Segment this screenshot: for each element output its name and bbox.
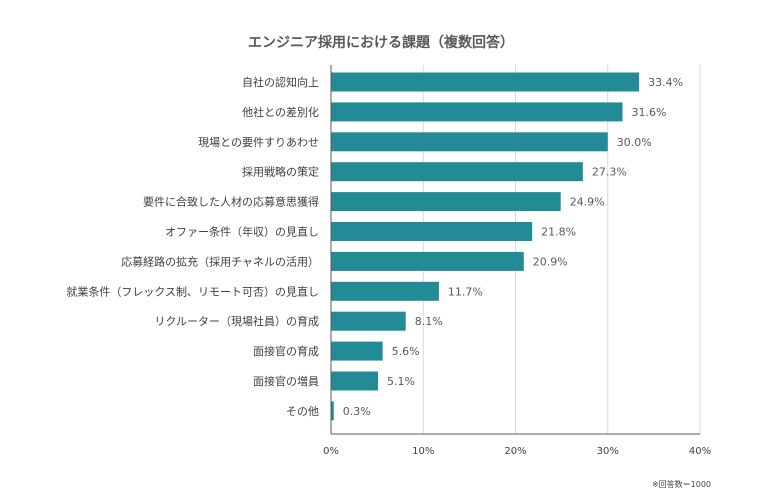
category-label: 自社の認知向上 <box>242 75 319 89</box>
x-tick-label: 10% <box>412 446 434 457</box>
category-label: その他 <box>286 405 319 418</box>
bar <box>331 311 406 331</box>
bar <box>331 401 334 421</box>
chart-title: エンジニア採用における課題（複数回答） <box>248 34 514 51</box>
category-label: 他社との差別化 <box>242 105 319 119</box>
x-tick-label: 20% <box>504 446 526 457</box>
bar <box>331 251 524 271</box>
value-label: 33.4% <box>648 76 683 89</box>
value-label: 30.0% <box>617 136 652 149</box>
value-labels: 33.4% 31.6% 30.0% 27.3% 24.9% 21.8% 20.9% 11.7%… <box>343 76 683 418</box>
category-label: 面接官の増員 <box>253 374 319 388</box>
bar <box>331 132 608 152</box>
value-label: 27.3% <box>592 166 627 179</box>
value-label: 5.1% <box>387 375 415 388</box>
value-label: 31.6% <box>632 106 667 119</box>
bar <box>331 341 383 361</box>
category-label: 要件に合致した人材の応募意思獲得 <box>143 195 319 209</box>
bar <box>331 162 583 182</box>
value-label: 20.9% <box>533 255 568 268</box>
category-label: 採用戦略の策定 <box>242 165 319 179</box>
value-label: 8.1% <box>415 315 443 328</box>
value-label: 0.3% <box>343 405 371 418</box>
value-label: 24.9% <box>570 196 605 209</box>
value-label: 11.7% <box>448 285 483 298</box>
value-label: 5.6% <box>392 345 420 358</box>
response-count-note: ※回答数＝1000 <box>652 479 711 489</box>
value-label: 21.8% <box>541 226 576 239</box>
bar <box>331 222 533 241</box>
category-labels: 自社の認知向上他社との差別化現場との要件すりあわせ採用戦略の策定要件に合致した人… <box>66 75 319 418</box>
x-tick-label: 30% <box>597 446 619 457</box>
category-label: オファー条件（年収）の見直し <box>165 225 319 239</box>
category-label: 面接官の育成 <box>253 344 319 358</box>
x-tick-label: 40% <box>689 446 711 457</box>
category-label: 就業条件（フレックス制、リモート可否）の見直し <box>66 284 319 298</box>
category-label: 応募経路の拡充（採用チャネルの活用） <box>121 254 319 268</box>
bar <box>331 281 439 301</box>
category-label: 現場との要件すりあわせ <box>198 136 319 149</box>
x-tick-label: 0% <box>323 446 339 457</box>
bar <box>331 192 561 212</box>
grid-lines <box>422 65 701 434</box>
bar <box>331 102 623 122</box>
x-tick-labels: 0% 10% 20% 30% 40% <box>323 446 711 457</box>
bar <box>331 72 640 92</box>
category-label: リクルーター（現場社員）の育成 <box>154 314 319 328</box>
bars-group <box>331 72 640 421</box>
bar <box>331 371 379 391</box>
